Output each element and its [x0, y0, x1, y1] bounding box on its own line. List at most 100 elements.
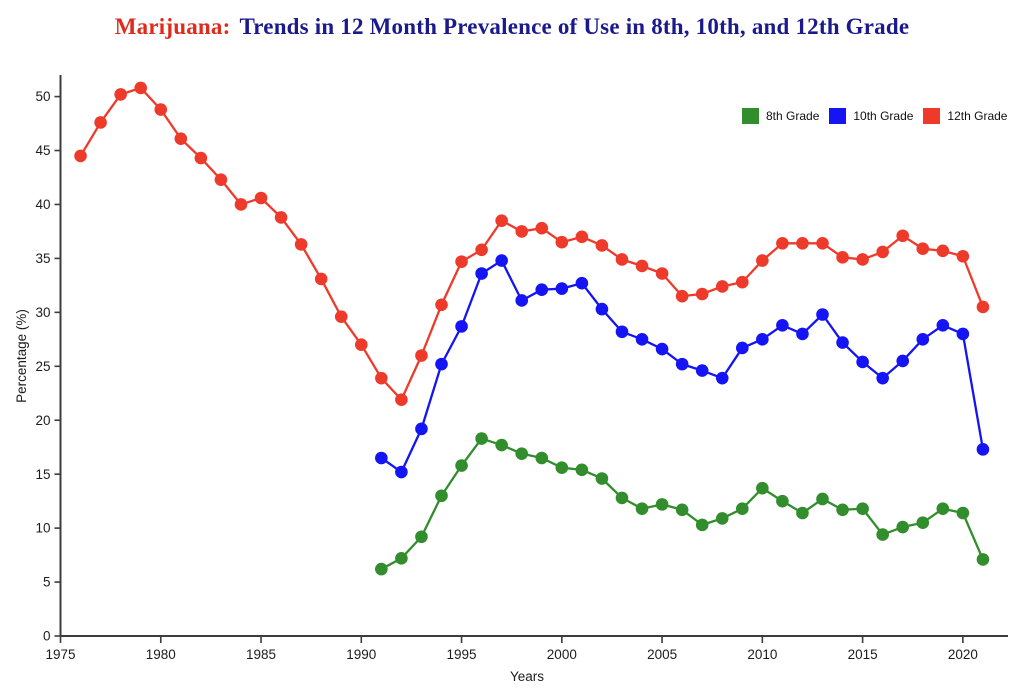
series-line-12th-grade	[79, 86, 985, 401]
data-point-12th-grade-1984	[234, 198, 248, 211]
y-tick-label-50: 50	[35, 89, 50, 104]
data-point-12th-grade-1998	[515, 225, 529, 238]
data-point-12th-grade-2011	[776, 237, 789, 250]
data-point-8th-grade-2001	[575, 463, 589, 477]
data-point-12th-grade-1988	[314, 272, 328, 286]
x-tick-label-2010: 2010	[747, 647, 777, 662]
data-point-12th-grade-2013	[816, 237, 829, 250]
data-point-10th-grade-1994	[435, 357, 448, 371]
chart-title: Marijuana: Trends in 12 Month Prevalence …	[0, 14, 1024, 40]
chart-axes: 1975 1980 1985 1990 1995 2000 2005 2010 2015 2020…	[35, 75, 1008, 662]
data-point-10th-grade-2004	[635, 333, 649, 346]
y-axis-title: Percentage (%)	[14, 309, 29, 403]
data-point-10th-grade-2011	[776, 318, 789, 332]
data-point-12th-grade-1977	[94, 116, 107, 129]
legend-swatch-12th-grade	[923, 108, 941, 124]
data-point-8th-grade-2007	[695, 518, 709, 532]
data-point-8th-grade-2008	[715, 512, 729, 525]
y-tick-label-35: 35	[35, 251, 50, 266]
data-point-10th-grade-1995	[455, 320, 468, 333]
data-point-8th-grade-1992	[395, 552, 408, 565]
data-point-10th-grade-2010	[756, 333, 769, 346]
data-point-10th-grade-1997	[495, 254, 508, 267]
legend: 8th Grade 10th Grade 12th Grade	[742, 108, 1007, 124]
data-point-10th-grade-2019	[936, 318, 950, 332]
x-tick-label-2015: 2015	[848, 647, 878, 662]
data-point-8th-grade-2017	[896, 520, 910, 534]
data-point-12th-grade-2019	[936, 244, 950, 258]
data-point-10th-grade-2020	[956, 327, 970, 341]
data-point-10th-grade-2008	[715, 371, 729, 385]
y-tick-label-10: 10	[35, 521, 50, 536]
data-point-8th-grade-2016	[876, 528, 889, 541]
data-point-12th-grade-2012	[796, 237, 809, 250]
chart-title-main: Trends in 12 Month Prevalence of Use in …	[239, 14, 910, 39]
legend-label-12th-grade: 12th Grade	[947, 109, 1008, 123]
data-point-12th-grade-2000	[555, 235, 569, 249]
data-point-8th-grade-2010	[756, 481, 769, 495]
data-point-8th-grade-2018	[916, 516, 930, 530]
legend-item-10th-grade: 10th Grade	[829, 108, 913, 124]
legend-item-12th-grade: 12th Grade	[923, 108, 1007, 124]
data-point-10th-grade-2009	[735, 341, 749, 355]
y-tick-label-15: 15	[35, 467, 50, 482]
data-point-12th-grade-1976	[74, 149, 87, 163]
data-point-12th-grade-2015	[856, 253, 869, 266]
data-point-12th-grade-2014	[836, 251, 849, 264]
y-tick-label-40: 40	[35, 197, 50, 212]
data-point-12th-grade-2007	[695, 287, 709, 301]
data-point-12th-grade-1991	[375, 371, 388, 385]
data-point-12th-grade-1980	[154, 103, 168, 116]
data-point-8th-grade-1993	[415, 530, 428, 544]
data-point-10th-grade-2014	[836, 336, 849, 349]
data-point-8th-grade-2000	[555, 461, 569, 475]
data-point-10th-grade-1998	[515, 294, 529, 307]
data-point-10th-grade-1996	[475, 267, 488, 280]
data-point-12th-grade-2017	[896, 229, 910, 243]
data-point-8th-grade-2019	[936, 502, 950, 515]
data-point-12th-grade-2020	[956, 249, 970, 263]
data-point-12th-grade-2002	[595, 239, 609, 252]
data-point-10th-grade-1993	[415, 422, 428, 436]
data-point-12th-grade-1990	[354, 338, 368, 352]
data-point-12th-grade-1995	[455, 255, 468, 268]
data-point-10th-grade-2012	[796, 327, 809, 341]
data-point-10th-grade-2007	[695, 364, 709, 377]
data-point-12th-grade-1996	[475, 243, 488, 257]
data-point-12th-grade-1985	[254, 191, 268, 205]
y-tick-label-5: 5	[43, 575, 51, 590]
data-point-8th-grade-2021	[976, 553, 990, 566]
data-point-10th-grade-2001	[575, 276, 589, 290]
data-point-10th-grade-2003	[615, 325, 629, 339]
data-point-8th-grade-1991	[375, 562, 388, 576]
legend-item-8th-grade: 8th Grade	[742, 108, 819, 124]
data-point-12th-grade-2001	[575, 230, 589, 244]
data-point-8th-grade-2004	[635, 502, 649, 515]
data-point-12th-grade-1987	[294, 238, 308, 251]
data-point-8th-grade-2009	[735, 502, 749, 515]
data-point-12th-grade-2009	[735, 275, 749, 289]
data-point-12th-grade-1999	[535, 221, 549, 235]
x-tick-label-1975: 1975	[45, 647, 75, 662]
data-point-8th-grade-1997	[495, 438, 508, 452]
data-point-8th-grade-2012	[796, 506, 809, 520]
data-point-12th-grade-1983	[214, 173, 228, 186]
data-point-10th-grade-1992	[395, 465, 408, 479]
data-point-10th-grade-2017	[896, 354, 910, 368]
y-tick-label-20: 20	[35, 413, 50, 428]
data-point-10th-grade-2015	[856, 355, 869, 369]
data-point-8th-grade-2006	[675, 503, 689, 517]
data-point-8th-grade-1994	[435, 489, 448, 503]
data-point-10th-grade-2006	[675, 357, 689, 371]
data-point-8th-grade-2013	[816, 492, 829, 506]
data-point-10th-grade-2000	[555, 282, 569, 295]
data-point-10th-grade-2021	[976, 443, 990, 456]
y-tick-label-25: 25	[35, 359, 50, 374]
x-tick-label-1980: 1980	[146, 647, 176, 662]
legend-swatch-8th-grade	[742, 108, 759, 124]
data-point-8th-grade-1996	[475, 432, 488, 445]
data-point-8th-grade-2002	[595, 472, 609, 485]
data-point-12th-grade-2016	[876, 245, 889, 259]
data-point-12th-grade-1981	[174, 132, 188, 145]
chart-title-prefix: Marijuana:	[114, 14, 231, 39]
